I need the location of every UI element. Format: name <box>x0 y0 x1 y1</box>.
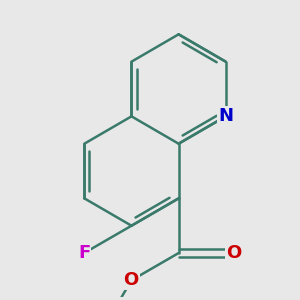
Text: O: O <box>124 272 139 290</box>
Text: N: N <box>218 107 233 125</box>
Text: O: O <box>226 244 241 262</box>
Text: F: F <box>78 244 90 262</box>
